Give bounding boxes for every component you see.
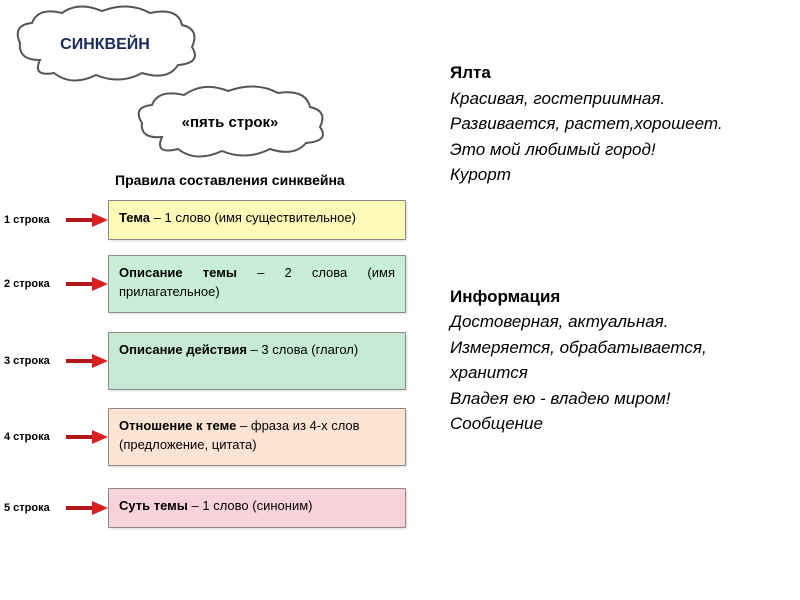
- arrow-icon: [66, 430, 108, 444]
- rule-row-5: 5 строка Суть темы – 1 слово (синоним): [0, 488, 430, 528]
- row-label-1: 1 строка: [0, 214, 66, 226]
- row-label-2: 2 строка: [0, 278, 66, 290]
- cloud-main-text: СИНКВЕЙН: [60, 36, 150, 54]
- rule-box-2: Описание темы – 2 слова (имя прилагатель…: [108, 255, 406, 313]
- rule-row-3: 3 строка Описание действия – 3 слова (гл…: [0, 332, 430, 390]
- rule-desc: – 1 слово (имя существительное): [150, 210, 356, 225]
- example-line: Измеряется, обрабатывается, хранится: [450, 335, 780, 386]
- example-line: Достоверная, актуальная.: [450, 309, 780, 335]
- rule-box-1: Тема – 1 слово (имя существительное): [108, 200, 406, 240]
- cloud-sub-text: «пять строк»: [182, 114, 279, 131]
- arrow-icon: [66, 501, 108, 515]
- example-line: Владея ею - владею миром!: [450, 386, 780, 412]
- rule-row-2: 2 строка Описание темы – 2 слова (имя пр…: [0, 255, 430, 313]
- example-2: Информация Достоверная, актуальная. Изме…: [450, 284, 780, 437]
- row-label-5: 5 строка: [0, 502, 66, 514]
- rule-desc: – 3 слова (глагол): [247, 342, 358, 357]
- example-line: Сообщение: [450, 411, 780, 437]
- arrow-icon: [66, 277, 108, 291]
- rule-row-4: 4 строка Отношение к теме – фраза из 4-х…: [0, 408, 430, 466]
- rules-title: Правила составления синквейна: [115, 172, 345, 188]
- cloud-sinkvein: СИНКВЕЙН: [10, 5, 200, 85]
- example-2-title: Информация: [450, 284, 780, 310]
- arrow-icon: [66, 354, 108, 368]
- rule-row-1: 1 строка Тема – 1 слово (имя существител…: [0, 200, 430, 240]
- example-line: Красивая, гостеприимная.: [450, 86, 780, 112]
- example-line: Курорт: [450, 162, 780, 188]
- rule-box-4: Отношение к теме – фраза из 4-х слов (пр…: [108, 408, 406, 466]
- rule-box-3: Описание действия – 3 слова (глагол): [108, 332, 406, 390]
- rule-term: Тема: [119, 210, 150, 225]
- rule-box-5: Суть темы – 1 слово (синоним): [108, 488, 406, 528]
- rule-term: Отношение к теме: [119, 418, 236, 433]
- example-1-title: Ялта: [450, 60, 780, 86]
- rule-desc: – 1 слово (синоним): [188, 498, 313, 513]
- rule-term: Описание действия: [119, 342, 247, 357]
- row-label-3: 3 строка: [0, 355, 66, 367]
- arrow-icon: [66, 213, 108, 227]
- row-label-4: 4 строка: [0, 431, 66, 443]
- example-1: Ялта Красивая, гостеприимная. Развиваетс…: [450, 60, 780, 188]
- rule-term: Описание темы: [119, 265, 237, 280]
- cloud-five-lines: «пять строк»: [130, 85, 330, 160]
- example-line: Это мой любимый город!: [450, 137, 780, 163]
- example-line: Развивается, растет,хорошеет.: [450, 111, 780, 137]
- rule-term: Суть темы: [119, 498, 188, 513]
